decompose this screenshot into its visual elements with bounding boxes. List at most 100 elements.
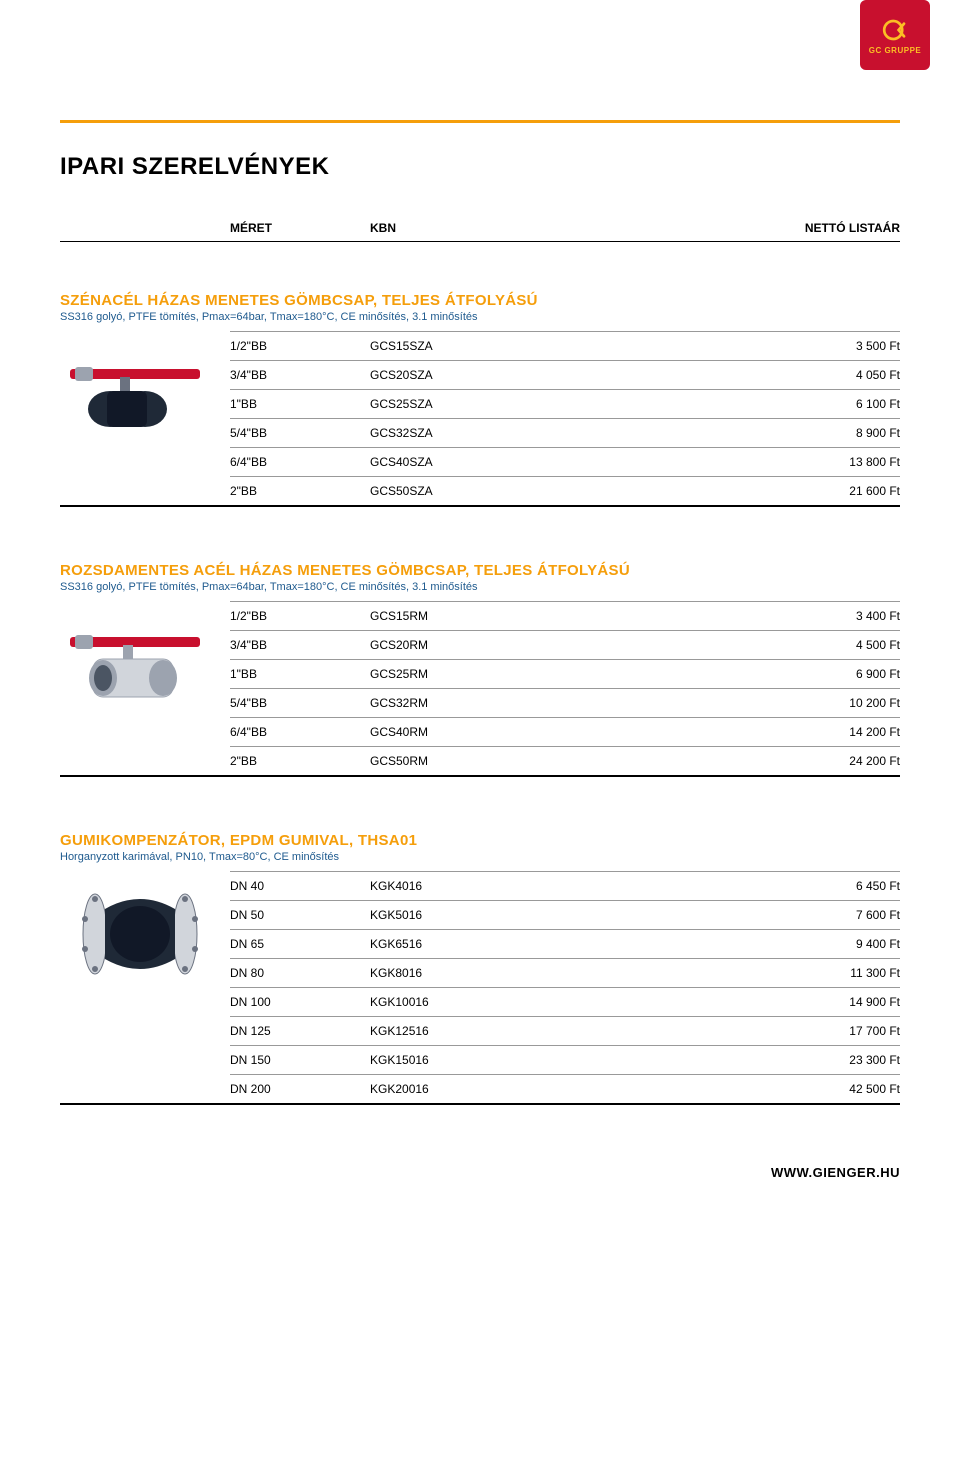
table-row: 6/4"BBGCS40SZA13 800 Ft: [230, 447, 900, 476]
page-title: IPARI SZERELVÉNYEK: [60, 153, 900, 181]
cell-price: 6 100 Ft: [720, 397, 900, 411]
cell-size: DN 65: [230, 937, 370, 951]
cell-size: DN 150: [230, 1053, 370, 1067]
table-row: DN 200KGK2001642 500 Ft: [230, 1074, 900, 1103]
cell-size: DN 125: [230, 1024, 370, 1038]
header-price: NETTÓ LISTAÁR: [720, 221, 900, 235]
table-row: DN 65KGK65169 400 Ft: [230, 929, 900, 958]
accent-rule: [60, 120, 900, 123]
cell-kbn: GCS20RM: [370, 638, 720, 652]
table-row: 2"BBGCS50RM24 200 Ft: [230, 746, 900, 775]
cell-kbn: GCS50RM: [370, 754, 720, 768]
cell-kbn: GCS32SZA: [370, 426, 720, 440]
cell-size: 6/4"BB: [230, 455, 370, 469]
cell-kbn: KGK15016: [370, 1053, 720, 1067]
brand-logo: GC GRUPPE: [860, 0, 930, 70]
product-image: [60, 331, 230, 447]
table-row: DN 125KGK1251617 700 Ft: [230, 1016, 900, 1045]
section-subtitle: SS316 golyó, PTFE tömítés, Pmax=64bar, T…: [60, 581, 900, 593]
cell-price: 14 200 Ft: [720, 725, 900, 739]
cell-price: 3 500 Ft: [720, 339, 900, 353]
product-image-compensator: [65, 879, 215, 989]
footer-url[interactable]: WWW.GIENGER.HU: [60, 1165, 900, 1180]
section-title: ROZSDAMENTES ACÉL HÁZAS MENETES GÖMBCSAP…: [60, 562, 900, 579]
cell-kbn: KGK12516: [370, 1024, 720, 1038]
gc-logo-icon: [877, 16, 913, 44]
product-image: [60, 601, 230, 717]
table-row: DN 50KGK50167 600 Ft: [230, 900, 900, 929]
cell-size: 5/4"BB: [230, 696, 370, 710]
cell-price: 21 600 Ft: [720, 484, 900, 498]
cell-kbn: GCS25RM: [370, 667, 720, 681]
cell-kbn: GCS32RM: [370, 696, 720, 710]
table-row: 3/4"BBGCS20RM4 500 Ft: [230, 630, 900, 659]
cell-price: 23 300 Ft: [720, 1053, 900, 1067]
section-body: 1/2"BBGCS15RM3 400 Ft3/4"BBGCS20RM4 500 …: [60, 601, 900, 777]
product-section: SZÉNACÉL HÁZAS MENETES GÖMBCSAP, TELJES …: [60, 292, 900, 507]
cell-size: 1/2"BB: [230, 609, 370, 623]
table-row: DN 40KGK40166 450 Ft: [230, 871, 900, 900]
cell-price: 17 700 Ft: [720, 1024, 900, 1038]
cell-size: 3/4"BB: [230, 368, 370, 382]
cell-kbn: KGK8016: [370, 966, 720, 980]
table-row: 1/2"BBGCS15SZA3 500 Ft: [230, 331, 900, 360]
table-row: 6/4"BBGCS40RM14 200 Ft: [230, 717, 900, 746]
cell-kbn: GCS15RM: [370, 609, 720, 623]
cell-size: 5/4"BB: [230, 426, 370, 440]
cell-price: 4 050 Ft: [720, 368, 900, 382]
product-table: DN 40KGK40166 450 FtDN 50KGK50167 600 Ft…: [230, 871, 900, 1103]
table-header: MÉRET KBN NETTÓ LISTAÁR: [60, 221, 900, 242]
product-table: 1/2"BBGCS15RM3 400 Ft3/4"BBGCS20RM4 500 …: [230, 601, 900, 775]
product-table: 1/2"BBGCS15SZA3 500 Ft3/4"BBGCS20SZA4 05…: [230, 331, 900, 505]
product-section: ROZSDAMENTES ACÉL HÁZAS MENETES GÖMBCSAP…: [60, 562, 900, 777]
cell-size: 1/2"BB: [230, 339, 370, 353]
cell-size: 1"BB: [230, 397, 370, 411]
cell-kbn: GCS25SZA: [370, 397, 720, 411]
cell-size: 2"BB: [230, 484, 370, 498]
cell-size: DN 40: [230, 879, 370, 893]
cell-price: 24 200 Ft: [720, 754, 900, 768]
header-size: MÉRET: [60, 221, 370, 235]
section-body: DN 40KGK40166 450 FtDN 50KGK50167 600 Ft…: [60, 871, 900, 1105]
table-row: 2"BBGCS50SZA21 600 Ft: [230, 476, 900, 505]
product-section: GUMIKOMPENZÁTOR, EPDM GUMIVAL, THSA01Hor…: [60, 832, 900, 1105]
cell-price: 4 500 Ft: [720, 638, 900, 652]
section-title: SZÉNACÉL HÁZAS MENETES GÖMBCSAP, TELJES …: [60, 292, 900, 309]
table-row: 3/4"BBGCS20SZA4 050 Ft: [230, 360, 900, 389]
table-row: 1"BBGCS25RM6 900 Ft: [230, 659, 900, 688]
cell-kbn: KGK4016: [370, 879, 720, 893]
cell-size: DN 200: [230, 1082, 370, 1096]
cell-price: 7 600 Ft: [720, 908, 900, 922]
cell-size: 1"BB: [230, 667, 370, 681]
table-row: DN 150KGK1501623 300 Ft: [230, 1045, 900, 1074]
cell-price: 10 200 Ft: [720, 696, 900, 710]
cell-kbn: GCS40RM: [370, 725, 720, 739]
product-image-valve-steel: [65, 609, 215, 709]
cell-price: 9 400 Ft: [720, 937, 900, 951]
cell-price: 14 900 Ft: [720, 995, 900, 1009]
cell-kbn: KGK20016: [370, 1082, 720, 1096]
cell-kbn: KGK10016: [370, 995, 720, 1009]
cell-kbn: GCS15SZA: [370, 339, 720, 353]
table-row: DN 80KGK801611 300 Ft: [230, 958, 900, 987]
table-row: 1/2"BBGCS15RM3 400 Ft: [230, 601, 900, 630]
cell-size: 6/4"BB: [230, 725, 370, 739]
cell-kbn: KGK6516: [370, 937, 720, 951]
cell-kbn: KGK5016: [370, 908, 720, 922]
cell-kbn: GCS40SZA: [370, 455, 720, 469]
section-subtitle: SS316 golyó, PTFE tömítés, Pmax=64bar, T…: [60, 311, 900, 323]
cell-price: 42 500 Ft: [720, 1082, 900, 1096]
header-kbn: KBN: [370, 221, 720, 235]
cell-price: 6 450 Ft: [720, 879, 900, 893]
product-image: [60, 871, 230, 997]
table-row: DN 100KGK1001614 900 Ft: [230, 987, 900, 1016]
cell-kbn: GCS50SZA: [370, 484, 720, 498]
cell-price: 3 400 Ft: [720, 609, 900, 623]
product-image-valve-black: [65, 339, 215, 439]
cell-price: 13 800 Ft: [720, 455, 900, 469]
table-row: 1"BBGCS25SZA6 100 Ft: [230, 389, 900, 418]
section-subtitle: Horganyzott karimával, PN10, Tmax=80°C, …: [60, 851, 900, 863]
brand-logo-text: GC GRUPPE: [869, 46, 922, 55]
section-body: 1/2"BBGCS15SZA3 500 Ft3/4"BBGCS20SZA4 05…: [60, 331, 900, 507]
cell-price: 8 900 Ft: [720, 426, 900, 440]
